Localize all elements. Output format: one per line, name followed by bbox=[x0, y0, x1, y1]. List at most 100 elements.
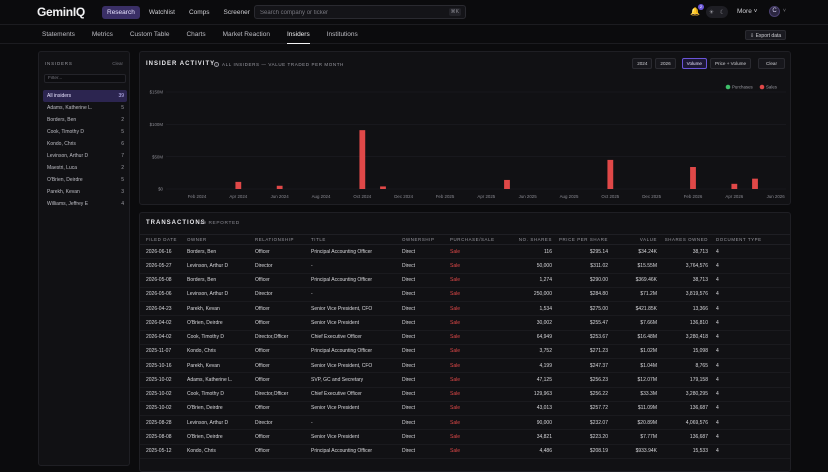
sales-bar bbox=[690, 167, 696, 189]
sidebar-item-insider[interactable]: Parekh, Kevan 3 bbox=[43, 186, 127, 198]
column-header[interactable]: TITLE bbox=[311, 234, 402, 245]
activity-subtitle-text: ALL INSIDERS — VALUE TRADED PER MONTH bbox=[222, 62, 344, 67]
table-cell: Principal Accounting Officer bbox=[311, 244, 402, 260]
table-cell: 2025-10-02 bbox=[140, 401, 187, 417]
insider-filter-input[interactable] bbox=[44, 74, 126, 83]
table-cell: $290.00 bbox=[552, 273, 608, 288]
table-cell: Levinson, Arthur D bbox=[187, 258, 255, 274]
sidebar-item-all-insiders[interactable]: All insiders 39 bbox=[43, 90, 127, 102]
sidebar-item-insider[interactable]: O'Brien, Deirdre 5 bbox=[43, 174, 127, 186]
table-row[interactable]: 2025-11-07 Kondo, Chris Officer Principal A… bbox=[140, 344, 790, 360]
chevron-down-icon: ˅ bbox=[753, 8, 758, 15]
table-cell: 4 bbox=[708, 415, 790, 431]
table-cell: Direct bbox=[402, 244, 450, 260]
table-cell: 47,125 bbox=[500, 372, 552, 388]
nav-comps[interactable]: Comps bbox=[188, 9, 210, 16]
table-cell: Director,Officer bbox=[255, 330, 311, 345]
table-row[interactable]: 2026-04-02 O'Brien, Deirdre Officer Senior … bbox=[140, 315, 790, 331]
table-row[interactable]: 2026-05-27 Levinson, Arthur D Director - Dir… bbox=[140, 258, 790, 274]
price-volume-mode-button[interactable]: Price + Volume bbox=[709, 58, 752, 69]
sidebar-item-insider[interactable]: Levinson, Arthur D 7 bbox=[43, 150, 127, 162]
x-tick-label: Apr 2024 bbox=[229, 194, 247, 199]
avatar[interactable]: C bbox=[769, 6, 780, 17]
tab-institutions[interactable]: Institutions bbox=[326, 31, 358, 38]
more-menu[interactable]: More ˅ bbox=[737, 8, 757, 15]
nav-screener[interactable]: Screener bbox=[223, 9, 250, 16]
volume-mode-button[interactable]: Volume bbox=[681, 58, 707, 69]
insiders-sidebar: INSIDERS Clear All insiders 39 Adams, Kath… bbox=[38, 51, 130, 466]
table-cell: 30,002 bbox=[500, 315, 552, 331]
search-input[interactable] bbox=[260, 8, 440, 17]
table-row[interactable]: 2025-10-02 O'Brien, Deirdre Officer Senior … bbox=[140, 401, 790, 417]
export-button[interactable]: ⇩ Export data bbox=[745, 30, 787, 40]
column-header[interactable]: OWNERSHIP bbox=[402, 234, 450, 245]
bell-icon[interactable]: 🔔 2 bbox=[690, 4, 704, 16]
tab-market-reaction[interactable]: Market Reaction bbox=[222, 31, 270, 38]
table-row[interactable]: 2026-06-16 Borders, Ben Officer Principal A… bbox=[140, 244, 790, 260]
column-header[interactable]: DOCUMENT TYPE bbox=[708, 234, 790, 245]
table-row[interactable]: 2025-08-28 Levinson, Arthur D Director - Dir… bbox=[140, 415, 790, 431]
table-row[interactable]: 2025-10-02 Adams, Katherine L. Officer SVP,… bbox=[140, 372, 790, 388]
table-row[interactable]: 2025-05-12 Kondo, Chris Officer Principal A… bbox=[140, 444, 790, 459]
column-header[interactable]: VALUE bbox=[608, 234, 657, 245]
tab-insiders[interactable]: Insiders bbox=[286, 31, 310, 44]
insider-name: Cook, Timothy D bbox=[47, 129, 84, 135]
sidebar-item-insider[interactable]: Maestri, Luca 2 bbox=[43, 162, 127, 174]
table-cell: 2025-08-28 bbox=[140, 415, 187, 431]
year-start-select[interactable]: 2024 bbox=[632, 58, 653, 69]
tab-statements[interactable]: Statements bbox=[42, 31, 75, 38]
legend-purchases-swatch bbox=[725, 84, 731, 90]
x-tick-label: Dec 2024 bbox=[394, 194, 413, 199]
nav-research[interactable]: Research bbox=[102, 6, 140, 19]
column-header[interactable]: OWNER bbox=[187, 234, 255, 245]
tab-charts[interactable]: Charts bbox=[186, 31, 206, 38]
table-cell: $7.66M bbox=[608, 315, 657, 331]
column-header[interactable]: FILED DATE bbox=[140, 234, 187, 245]
insider-name: Parekh, Kevan bbox=[47, 189, 80, 195]
table-row[interactable]: 2025-10-02 Cook, Timothy D Director,Office… bbox=[140, 387, 790, 402]
y-tick-label: $150M bbox=[150, 90, 164, 95]
sidebar-item-insider[interactable]: Borders, Ben 2 bbox=[43, 114, 127, 126]
sidebar-item-insider[interactable]: Adams, Katherine L. 5 bbox=[43, 102, 127, 114]
column-header[interactable]: NO. SHARES bbox=[500, 234, 552, 245]
tab-metrics[interactable]: Metrics bbox=[91, 31, 113, 38]
table-cell: Parekh, Kevan bbox=[187, 358, 255, 374]
table-row[interactable]: 2026-04-23 Parekh, Kevan Officer Senior Vic… bbox=[140, 301, 790, 317]
sidebar-clear-button[interactable]: Clear bbox=[112, 61, 123, 66]
sidebar-item-insider[interactable]: Kondo, Chris 6 bbox=[43, 138, 127, 150]
table-cell: Direct bbox=[402, 372, 450, 388]
table-cell: $253.67 bbox=[552, 330, 608, 345]
sidebar-item-insider[interactable]: Cook, Timothy D 5 bbox=[43, 126, 127, 138]
column-header[interactable]: PRICE PER SHARE bbox=[552, 234, 608, 245]
table-cell: Direct bbox=[402, 301, 450, 317]
column-header[interactable]: SHARES OWNED bbox=[657, 234, 708, 245]
table-cell: 2025-10-02 bbox=[140, 372, 187, 388]
table-cell: Parekh, Kevan bbox=[187, 301, 255, 317]
column-header[interactable]: PURCHASE/SALE bbox=[450, 234, 500, 245]
insider-activity-chart: $150M $100M $50M $0 Feb 2024 Apr 2024 Jun 2024… bbox=[150, 84, 786, 199]
column-header[interactable]: RELATIONSHIP bbox=[255, 234, 311, 245]
theme-toggle[interactable]: ☀ ☾ bbox=[706, 6, 728, 18]
table-row[interactable]: 2026-05-06 Levinson, Arthur D Director - Dir… bbox=[140, 287, 790, 303]
chevron-down-icon[interactable]: ˅ bbox=[783, 8, 786, 14]
nav-watchlist[interactable]: Watchlist bbox=[148, 9, 175, 16]
insider-count: 6 bbox=[121, 141, 124, 147]
table-cell: $257.72 bbox=[552, 401, 608, 417]
table-cell: Sale bbox=[450, 358, 500, 374]
table-cell: 136,687 bbox=[657, 429, 708, 445]
sales-bar bbox=[235, 181, 242, 189]
table-cell: $284.80 bbox=[552, 287, 608, 303]
year-end-select[interactable]: 2026 bbox=[655, 58, 676, 69]
info-icon[interactable]: i bbox=[214, 62, 219, 67]
table-row[interactable]: 2026-04-02 Cook, Timothy D Director,Office… bbox=[140, 330, 790, 345]
chart-clear-button[interactable]: Clear bbox=[758, 58, 785, 69]
table-cell: O'Brien, Deirdre bbox=[187, 401, 255, 417]
table-cell: $256.22 bbox=[552, 387, 608, 402]
table-row[interactable]: 2026-05-08 Borders, Ben Officer Principal A… bbox=[140, 273, 790, 288]
table-row[interactable]: 2025-08-08 O'Brien, Deirdre Officer Senior … bbox=[140, 429, 790, 445]
table-row[interactable]: 2025-10-16 Parekh, Kevan Officer Senior Vic… bbox=[140, 358, 790, 374]
app-logo[interactable]: GeminIQ bbox=[37, 5, 85, 19]
table-cell: Direct bbox=[402, 330, 450, 345]
sidebar-item-insider[interactable]: Williams, Jeffrey E 4 bbox=[43, 198, 127, 210]
tab-custom-table[interactable]: Custom Table bbox=[129, 31, 170, 38]
